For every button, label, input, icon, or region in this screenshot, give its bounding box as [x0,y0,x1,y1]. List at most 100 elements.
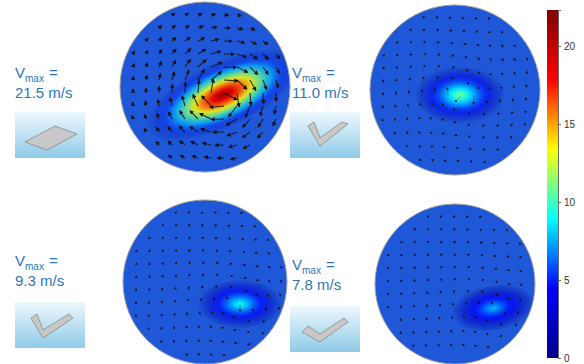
flow-arrow [450,330,453,334]
flow-arrow [487,44,491,46]
flow-arrow [505,256,509,258]
flow-arrow [249,93,251,105]
flow-arrow [157,113,159,119]
flow-arrow [427,292,429,295]
flow-arrow [466,216,468,218]
flow-arrow [188,250,190,252]
flow-arrow [201,262,204,265]
flow-arrow [448,55,454,57]
flow-arrow [180,141,185,145]
flow-arrow [188,237,190,239]
flow-arrow [462,330,466,334]
flow-arrow [492,255,496,256]
flow-arrow [240,239,244,240]
flow-arrow [172,25,175,28]
flow-arrow [202,96,211,106]
flow-arrow [159,38,162,41]
flow-arrow [248,343,253,345]
flow-arrows [136,212,283,356]
flow-arrow [240,252,245,253]
flow-arrow [474,57,480,59]
domain-outline [370,5,540,175]
flow-arrow [427,228,429,230]
flow-arrow [279,304,280,310]
flow-arrow [500,334,505,336]
flow-arrow [526,57,528,60]
flow-arrow [383,54,384,57]
flow-arrow [172,72,174,80]
flow-arrow [169,155,172,158]
flow-arrow [266,252,270,254]
icon-shape [308,122,348,146]
flow-arrow [224,93,237,99]
flow-arrow [276,54,280,59]
panel: Vmax=7.8 m/s [290,204,538,364]
flow-arrow [221,327,227,330]
tick: 10 [558,197,576,208]
flow-arrow [466,266,470,269]
tick-label: 10 [564,197,576,208]
flow-arrow [231,158,237,159]
flow-arrow [224,14,229,15]
flow-arrow [470,161,474,163]
flow-arrow [188,286,189,291]
flow-arrow [479,290,483,295]
flow-arrow [474,44,479,45]
label-symbol: V [15,64,25,81]
flow-arrow [486,320,492,321]
flow-arrow [227,238,231,240]
tick-mark [558,358,561,359]
flow-arrow [453,303,454,308]
flow-arrow [222,355,227,356]
tick-label: 5 [564,275,570,286]
flow-arrow [487,18,490,19]
flow-arrow [455,135,461,136]
flow-arrow [132,116,134,119]
flow-arrow [233,317,240,318]
flow-arrow [430,118,435,122]
flow-arrow [482,135,487,138]
flow-arrow [500,44,503,47]
icon-shape [31,314,73,338]
flow-arrow [211,27,217,28]
flow-arrow [250,54,257,59]
flow-arrow [198,80,199,93]
flow-arrow [468,122,474,125]
flow-arrow [422,17,425,18]
flow-arrow [191,142,198,145]
geometry-icon [290,306,360,352]
flow-arrow [210,326,214,330]
flow-arrow [510,135,513,138]
flow-arrow [190,127,198,132]
flow-arrow [198,340,201,343]
flow-arrow [201,129,211,132]
flow-arrow [500,321,505,325]
flow-arrow [175,262,177,265]
flow-arrow [388,280,390,282]
flow-arrow [215,144,224,145]
flow-arrow [427,266,429,269]
flow-arrow [214,212,216,214]
flow-arrow [406,145,409,148]
velocity-peak [198,279,283,328]
flow-arrow [383,80,385,83]
label-equals: = [49,252,58,269]
flow-arrow [497,122,500,127]
flow-arrow [185,13,188,15]
flow-arrow [237,14,241,16]
flow-arrow [136,263,138,265]
flow-arrow [418,132,422,135]
flow-arrow [511,122,513,126]
flow-arrow [419,146,422,148]
flow-arrow [486,96,487,103]
flow-arrow [211,311,214,317]
flow-arrow [198,326,201,330]
geometry-icon [15,302,85,348]
flow-arrow [161,327,163,330]
flow-arrow [466,242,469,243]
flow-arrow [136,302,137,304]
flow-arrow [408,91,409,96]
flow-arrow [227,263,232,265]
flow-arrow [515,321,518,326]
flow-arrow [214,250,218,252]
